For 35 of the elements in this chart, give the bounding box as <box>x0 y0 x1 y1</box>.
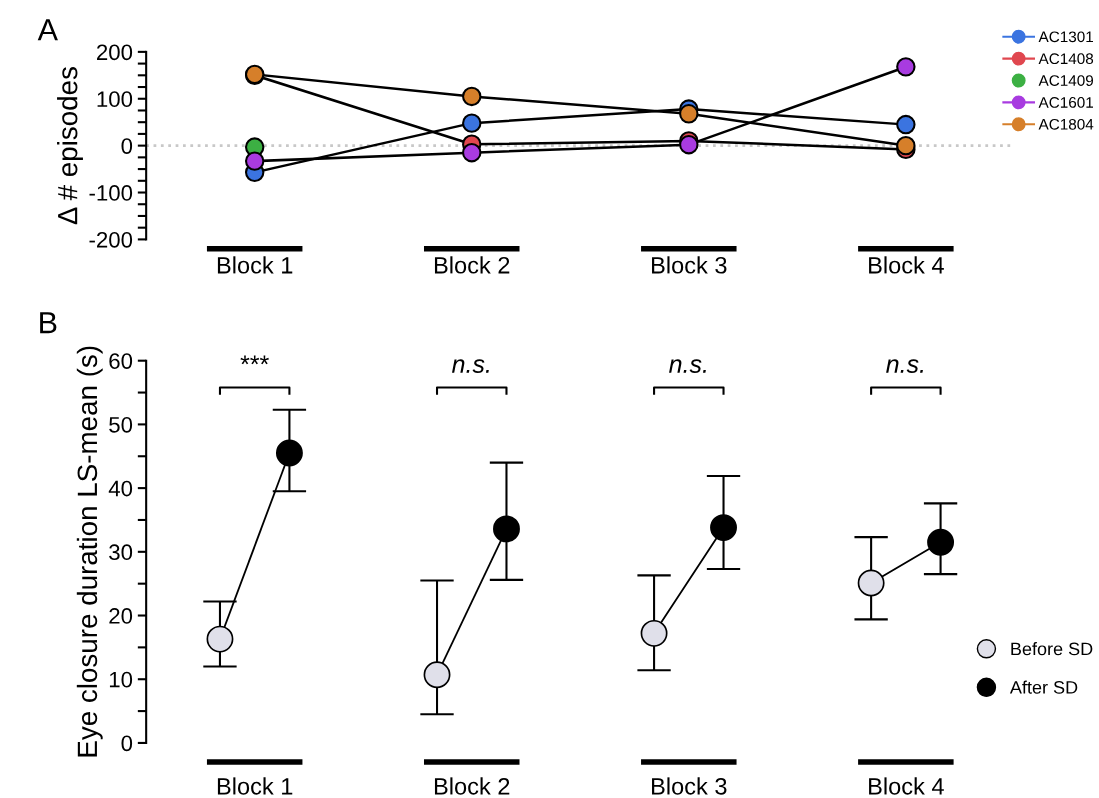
y-tick-label: -100 <box>89 185 133 201</box>
legend-label: AC1804 <box>1038 118 1094 130</box>
y-axis-title: Δ # episodes <box>57 67 83 225</box>
x-tick-label: Block 4 <box>869 256 944 274</box>
y-tick-label: -200 <box>89 231 133 248</box>
y-tick-label: 50 <box>109 416 133 433</box>
y-tick-label: 200 <box>97 44 133 61</box>
chart-title: A <box>37 19 58 41</box>
y-tick-label: 10 <box>109 671 133 688</box>
legend-label: AC1301 <box>1038 31 1093 43</box>
annotation: n.s. <box>452 359 489 373</box>
y-tick-label: 0 <box>121 138 133 154</box>
x-tick-label: Block 2 <box>434 256 510 274</box>
x-tick-label: Block 3 <box>652 256 727 274</box>
legend-label: AC1601 <box>1038 97 1093 108</box>
y-tick-label: 20 <box>109 608 133 624</box>
x-tick-label: Block 4 <box>869 777 944 795</box>
y-tick-label: 30 <box>109 544 133 561</box>
y-tick-label: 40 <box>108 480 133 497</box>
x-tick-label: Block 1 <box>217 256 293 274</box>
annotation: *** <box>240 355 269 365</box>
x-tick-label: Block 1 <box>217 777 293 795</box>
annotation: n.s. <box>886 359 923 373</box>
chart-title: B <box>40 312 57 334</box>
legend-label: After SD <box>1009 680 1078 694</box>
x-tick-label: Block 2 <box>434 777 510 795</box>
annotation: n.s. <box>669 359 706 373</box>
legend-label: AC1408 <box>1038 53 1094 65</box>
y-axis-title: Eye closure duration LS-mean (s) <box>76 346 103 757</box>
y-tick-label: 100 <box>97 91 133 108</box>
legend-label: AC1409 <box>1038 75 1094 86</box>
y-tick-label: 60 <box>109 353 133 369</box>
legend-label: Before SD <box>1011 642 1093 656</box>
y-tick-label: 0 <box>121 735 133 752</box>
x-tick-label: Block 3 <box>652 777 727 795</box>
